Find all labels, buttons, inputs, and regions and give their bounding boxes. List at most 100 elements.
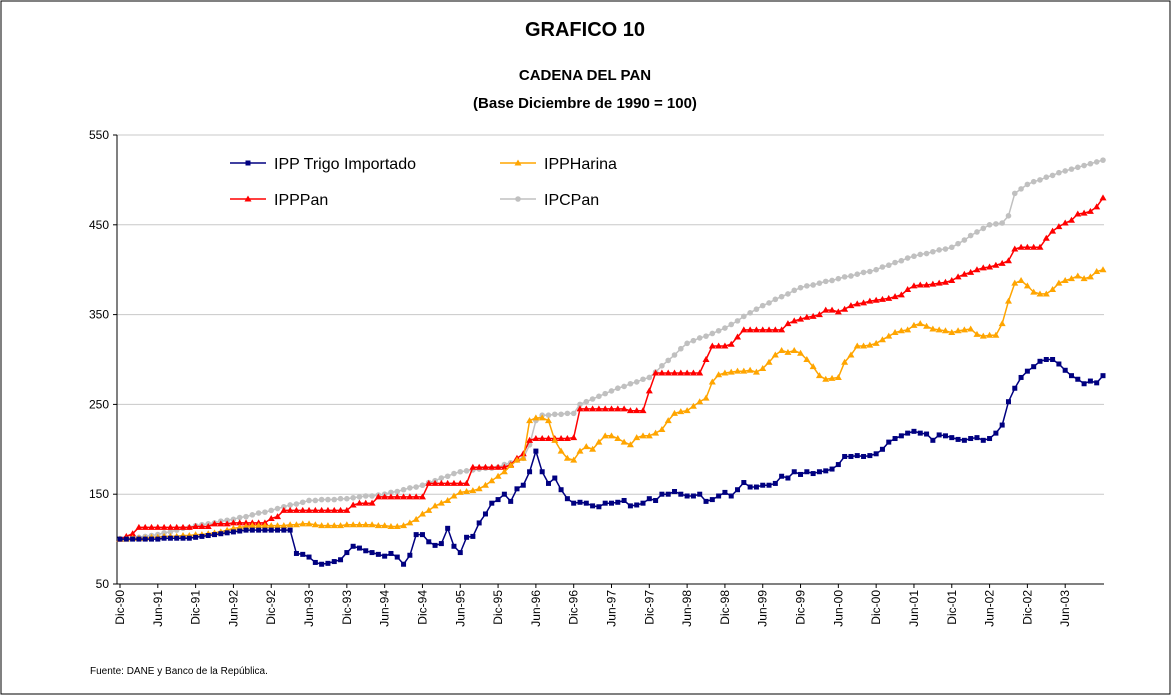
data-point [885, 294, 893, 301]
data-point [645, 432, 653, 439]
data-point [368, 521, 376, 528]
data-point [513, 456, 521, 463]
data-point [967, 325, 975, 332]
data-point [979, 264, 987, 271]
data-point [394, 488, 401, 495]
data-point [489, 500, 495, 506]
data-point [571, 500, 577, 506]
data-point [993, 430, 999, 436]
data-point [935, 326, 943, 333]
chart-subtitle: CADENA DEL PAN [519, 67, 651, 84]
data-point [338, 557, 344, 563]
data-point [242, 523, 250, 530]
data-point [243, 513, 249, 520]
data-point [538, 414, 546, 421]
data-point [1030, 243, 1038, 250]
data-point [374, 522, 382, 529]
data-point [293, 550, 299, 556]
data-point [355, 499, 363, 506]
data-point [948, 276, 956, 283]
data-point [286, 506, 294, 513]
data-point [841, 305, 849, 312]
legend-label: IPPPan [274, 192, 328, 209]
data-point [1004, 257, 1012, 264]
data-point [545, 480, 551, 486]
data-point [577, 401, 583, 408]
x-tick-label: Dic-02 [1020, 590, 1034, 625]
data-point [785, 475, 791, 481]
data-point [267, 522, 275, 529]
data-point [325, 560, 331, 566]
data-point [488, 477, 496, 484]
data-point [790, 317, 798, 324]
data-point [664, 417, 672, 424]
data-point [980, 225, 987, 232]
data-point [193, 534, 199, 540]
data-point [696, 335, 703, 341]
data-point [482, 511, 488, 517]
x-tick-label: Jun-94 [378, 590, 392, 627]
data-point [678, 491, 684, 497]
data-point [570, 410, 577, 417]
data-point [331, 559, 337, 565]
data-point [848, 273, 854, 279]
data-point [432, 542, 438, 548]
data-point [752, 326, 760, 333]
chart-subtitle: (Base Diciembre de 1990 = 100) [473, 95, 697, 112]
x-tick-label: Dic-94 [415, 590, 429, 625]
data-point [696, 369, 704, 376]
data-point [154, 523, 162, 530]
data-point [494, 463, 502, 470]
data-point [986, 263, 994, 270]
data-point [942, 246, 949, 252]
data-point [878, 336, 886, 343]
data-point [450, 479, 458, 486]
data-point [727, 368, 735, 375]
data-point [1037, 177, 1043, 183]
x-tick-label: Jun-00 [831, 590, 845, 627]
data-point [998, 259, 1006, 266]
data-point [1062, 367, 1068, 373]
data-point [703, 498, 709, 504]
data-point [413, 484, 419, 490]
data-point [311, 521, 319, 528]
data-point [576, 447, 584, 454]
data-point [475, 463, 483, 470]
data-point [810, 282, 816, 288]
data-point [456, 479, 464, 486]
data-point [853, 342, 861, 349]
legend-marker [515, 196, 521, 202]
data-point [708, 342, 716, 349]
data-point [778, 293, 785, 300]
data-point [665, 491, 671, 497]
data-point [538, 435, 546, 442]
data-point [526, 436, 534, 443]
data-point [582, 405, 590, 412]
data-point [129, 530, 137, 537]
data-point [1093, 267, 1101, 274]
data-point [609, 500, 614, 506]
data-point [237, 528, 243, 534]
data-point [722, 489, 728, 495]
data-point [349, 501, 357, 508]
data-point [639, 407, 647, 414]
x-tick-label: Dic-92 [264, 590, 278, 625]
data-point [759, 302, 766, 309]
data-point [400, 522, 408, 529]
x-tick-label: Jun-96 [529, 590, 543, 627]
data-point [955, 240, 961, 247]
data-point [734, 367, 742, 374]
data-point [993, 221, 999, 227]
data-point [797, 349, 805, 356]
data-point [286, 521, 294, 528]
data-point [923, 281, 931, 288]
data-point [653, 497, 659, 503]
data-point [1004, 297, 1012, 304]
data-point [1080, 209, 1088, 216]
data-point [1005, 399, 1011, 405]
x-tick-label: Jun-93 [302, 590, 316, 627]
data-point [678, 345, 684, 352]
data-point [999, 422, 1005, 428]
data-point [873, 451, 879, 457]
